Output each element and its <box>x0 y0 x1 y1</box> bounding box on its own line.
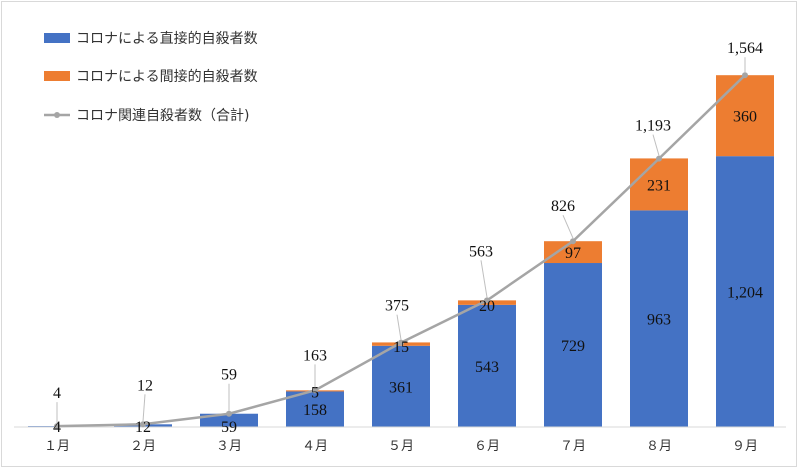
label-indirect-5: 15 <box>393 339 409 356</box>
label-total-2: 12 <box>137 377 153 394</box>
label-total-9: 1,564 <box>727 40 763 57</box>
label-direct-7: 729 <box>561 338 585 355</box>
x-tick-label-9: ９月 <box>732 439 758 454</box>
bar-indirect-7 <box>544 241 602 264</box>
legend-swatch-total-marker <box>54 112 60 118</box>
leader-total-7 <box>562 214 574 239</box>
x-tick-labels-group: １月 ２月 ３月 ４月 ５月 ６月 ７月 ８月 ９月 <box>44 439 758 454</box>
label-direct-4: 158 <box>303 402 327 419</box>
bars-group <box>28 75 774 427</box>
total-point-9 <box>742 72 748 79</box>
total-point-8 <box>656 155 662 162</box>
total-point-6 <box>484 297 490 304</box>
label-direct-2: 12 <box>135 419 151 436</box>
total-point-4 <box>312 387 318 394</box>
legend: コロナによる直接的自殺者数 コロナによる間接的自殺者数 コロナ関連自殺者数（合計… <box>44 30 258 124</box>
legend-swatch-indirect <box>44 71 70 81</box>
total-point-5 <box>398 339 404 346</box>
label-total-8: 1,193 <box>635 118 671 135</box>
total-point-7 <box>570 238 576 245</box>
total-point-2 <box>140 421 146 428</box>
label-indirect-8: 231 <box>647 177 671 194</box>
label-direct-3: 59 <box>221 419 237 436</box>
x-tick-label-5: ５月 <box>388 439 414 454</box>
label-indirect-9: 360 <box>733 109 757 126</box>
total-point-1 <box>54 423 60 430</box>
total-point-3 <box>226 410 232 417</box>
bar-direct-3 <box>200 413 258 427</box>
leader-total-2 <box>142 394 146 422</box>
label-indirect-4: 5 <box>311 384 319 401</box>
x-tick-label-1: １月 <box>44 439 70 454</box>
legend-swatch-direct <box>44 33 70 43</box>
x-tick-label-6: ６月 <box>474 439 500 454</box>
label-direct-5: 361 <box>389 379 413 396</box>
bar-indirect-9 <box>716 75 774 157</box>
leader-total-6 <box>480 260 488 298</box>
label-total-5: 375 <box>385 298 409 315</box>
x-tick-label-8: ８月 <box>646 439 672 454</box>
bar-direct-8 <box>630 210 688 427</box>
label-direct-1: 4 <box>53 419 61 436</box>
bar-direct-6 <box>458 304 516 427</box>
bar-direct-5 <box>372 345 430 427</box>
leader-total-5 <box>396 314 402 340</box>
label-total-3: 59 <box>221 367 237 384</box>
data-labels-group: 4 12 59 158 361 543 729 963 1,204 5 15 20 97 231 360 4 1… <box>53 40 763 436</box>
x-tick-label-4: ４月 <box>302 439 328 454</box>
label-total-7: 826 <box>551 198 575 215</box>
x-tick-label-2: ２月 <box>130 439 156 454</box>
legend-label-direct: コロナによる直接的自殺者数 <box>76 30 258 47</box>
label-direct-8: 963 <box>647 312 671 329</box>
label-total-6: 563 <box>469 243 493 260</box>
label-total-1: 4 <box>53 385 61 402</box>
bar-direct-4 <box>286 391 344 427</box>
line-layer <box>54 72 748 430</box>
label-direct-6: 543 <box>475 359 499 376</box>
legend-label-total: コロナ関連自殺者数（合計) <box>76 108 249 124</box>
bar-indirect-8 <box>630 158 688 211</box>
leader-total-8 <box>652 134 660 156</box>
x-tick-label-7: ７月 <box>560 439 586 454</box>
label-total-4: 163 <box>303 347 327 364</box>
bar-direct-7 <box>544 263 602 427</box>
legend-label-indirect: コロナによる間接的自殺者数 <box>76 68 258 85</box>
label-indirect-7: 97 <box>565 245 581 262</box>
bar-direct-9 <box>716 156 774 427</box>
label-direct-9: 1,204 <box>727 285 763 302</box>
x-tick-label-3: ３月 <box>216 439 242 454</box>
label-indirect-6: 20 <box>479 298 495 315</box>
